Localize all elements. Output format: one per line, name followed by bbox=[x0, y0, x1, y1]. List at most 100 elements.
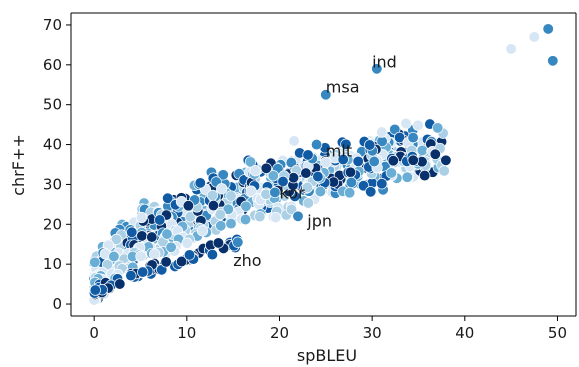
y-tick-label: 20 bbox=[43, 215, 62, 233]
scatter-point bbox=[285, 156, 297, 169]
scatter-point bbox=[300, 167, 312, 179]
scatter-point bbox=[244, 156, 257, 168]
highlighted-point-ind bbox=[371, 63, 383, 75]
annotation-jpn: jpn bbox=[306, 211, 332, 230]
annotation-ind: ind bbox=[372, 53, 397, 72]
scatter-point-zho bbox=[183, 249, 196, 261]
scatter-point bbox=[302, 149, 314, 161]
scatter-point bbox=[345, 176, 358, 189]
scatter-point-jpn bbox=[225, 217, 237, 230]
scatter-point bbox=[401, 171, 413, 183]
scatter-point bbox=[357, 180, 370, 192]
y-tick-label: 50 bbox=[43, 96, 62, 114]
scatter-point-kor bbox=[222, 203, 234, 215]
scatter-point bbox=[393, 131, 406, 144]
scatter-point-jpn bbox=[285, 203, 298, 216]
y-tick-label: 70 bbox=[43, 16, 62, 34]
scatter-point-kor bbox=[101, 259, 114, 271]
scatter-point bbox=[135, 211, 148, 224]
scatter-point bbox=[245, 185, 257, 197]
scatter-point bbox=[385, 167, 398, 179]
scatter-point bbox=[206, 189, 219, 202]
highlighted-point bbox=[505, 43, 517, 55]
scatter-point bbox=[320, 156, 332, 169]
y-tick-label: 10 bbox=[43, 255, 62, 273]
scatter-point bbox=[440, 154, 452, 166]
highlighted-point-msa bbox=[320, 89, 332, 101]
axes-layer: 0 10 20 30 40 50 0 10 20 30 40 50 60 70 bbox=[43, 12, 577, 342]
scatter-point-jpn bbox=[196, 225, 209, 237]
scatter-point-zho bbox=[125, 269, 137, 282]
x-tick-label: 40 bbox=[455, 324, 474, 342]
scatter-point bbox=[438, 165, 450, 177]
points-layer bbox=[88, 23, 559, 306]
scatter-point bbox=[407, 131, 419, 144]
scatter-point-zho bbox=[114, 278, 126, 290]
scatter-point bbox=[340, 138, 352, 150]
scatter-point bbox=[343, 187, 356, 199]
scatter-point-kor bbox=[240, 200, 252, 212]
y-tick-label: 0 bbox=[52, 295, 62, 313]
scatter-point bbox=[368, 155, 380, 168]
scatter-point-jpn bbox=[270, 211, 282, 224]
scatter-point bbox=[182, 200, 195, 212]
scatter-point bbox=[162, 192, 174, 204]
scatter-point bbox=[194, 177, 206, 189]
y-tick-label: 60 bbox=[43, 56, 62, 74]
scatter-point bbox=[429, 148, 441, 160]
scatter-point-zho bbox=[89, 284, 101, 296]
scatter-point bbox=[146, 231, 158, 243]
highlighted-point bbox=[547, 55, 559, 67]
scatter-point bbox=[301, 181, 314, 194]
scatter-point bbox=[184, 211, 196, 223]
scatter-point bbox=[352, 155, 364, 168]
scatter-point bbox=[216, 183, 228, 195]
scatter-point bbox=[136, 230, 148, 242]
scatter-point bbox=[387, 155, 399, 167]
annotation-kor: kor bbox=[280, 183, 305, 202]
scatter-point bbox=[126, 226, 138, 238]
highlighted-point-jpn bbox=[292, 210, 304, 222]
scatter-point bbox=[337, 153, 349, 166]
annotation-zho: zho bbox=[233, 251, 261, 270]
scatter-point bbox=[89, 256, 101, 268]
scatter-point-zho bbox=[206, 248, 219, 261]
scatter-point-jpn bbox=[165, 241, 177, 253]
highlighted-point-zho bbox=[232, 236, 244, 248]
scatter-point-jpn bbox=[181, 237, 193, 249]
scatter-point-kor bbox=[214, 208, 226, 221]
x-tick-label: 0 bbox=[89, 324, 99, 342]
scatter-point bbox=[302, 197, 314, 209]
scatter-point bbox=[154, 214, 166, 226]
scatter-point-jpn bbox=[239, 213, 252, 226]
highlighted-point bbox=[542, 23, 554, 35]
scatter-point bbox=[277, 175, 289, 188]
scatter-point-zho bbox=[160, 256, 172, 268]
scatter-point bbox=[376, 178, 388, 190]
x-tick-label: 20 bbox=[270, 324, 289, 342]
scatter-point bbox=[365, 186, 377, 198]
scatter-point bbox=[419, 169, 431, 182]
scatter-point bbox=[312, 170, 324, 183]
highlighted-point bbox=[528, 31, 540, 43]
scatter-point bbox=[400, 117, 412, 130]
x-tick-label: 30 bbox=[363, 324, 382, 342]
scatter-point bbox=[344, 166, 357, 178]
scatter-point bbox=[207, 199, 220, 212]
scatter-point bbox=[260, 162, 272, 174]
scatter-point-kor bbox=[161, 228, 173, 240]
scatter-point-zho bbox=[212, 237, 225, 249]
scatter-point bbox=[249, 165, 261, 177]
x-tick-label: 50 bbox=[548, 324, 567, 342]
scatter-point bbox=[407, 154, 419, 166]
scatter-point-jpn bbox=[135, 250, 147, 262]
scatter-point bbox=[288, 135, 300, 147]
scatter-point-zho bbox=[175, 255, 188, 268]
scatter-point bbox=[225, 190, 237, 202]
annotation-mlt: mlt bbox=[326, 142, 352, 161]
scatter-point-jpn bbox=[254, 210, 266, 223]
scatter-point bbox=[217, 169, 229, 181]
y-tick-label: 30 bbox=[43, 175, 62, 193]
